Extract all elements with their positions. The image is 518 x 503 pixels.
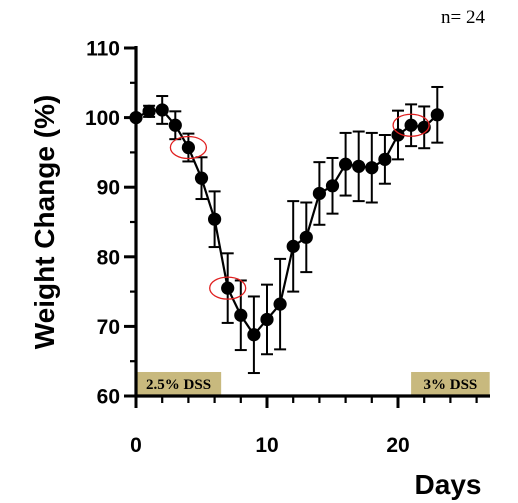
plot-area: 2.5% DSS 3% DSS: [129, 85, 490, 396]
series-line: [135, 108, 439, 337]
highlight-circle: [392, 113, 430, 137]
highlight-circle: [209, 276, 247, 300]
data-point-day-20: [391, 128, 405, 142]
y-tick-label-90: 90: [97, 177, 120, 200]
data-point-day-8: [234, 308, 248, 322]
dss-label-1: 3% DSS: [424, 377, 478, 393]
data-point-day-16: [339, 157, 353, 171]
data-point-day-6: [208, 212, 222, 226]
data-point-day-19: [378, 152, 392, 166]
axes: 60 70 80 90 100 110 0 10 20: [85, 38, 490, 457]
data-point-day-18: [365, 161, 379, 175]
dss-box-0: [136, 372, 222, 396]
data-point-day-4: [181, 140, 195, 155]
data-point-day-10: [260, 312, 274, 327]
y-tick-label-60: 60: [97, 386, 120, 409]
highlight-circle: [169, 135, 208, 160]
x-tick-label-10: 10: [255, 434, 278, 457]
data-point-day-11: [273, 297, 287, 311]
y-tick-label-80: 80: [97, 246, 120, 269]
data-point-day-2: [155, 103, 169, 117]
y-tick-label-110: 110: [86, 38, 120, 61]
y-axis-title: Weight Change (%): [29, 95, 60, 350]
y-tick-label-70: 70: [97, 316, 120, 339]
x-axis-title: Days: [415, 469, 482, 500]
data-point-day-3: [168, 118, 182, 132]
data-point-day-15: [325, 179, 340, 193]
data-point-day-23: [430, 108, 444, 122]
data-point-day-5: [194, 171, 209, 185]
data-point-day-17: [352, 159, 366, 173]
data-point-day-7: [221, 281, 235, 295]
sample-size-note: n= 24: [441, 7, 485, 28]
data-point-day-14: [312, 186, 326, 201]
data-point-day-21: [404, 118, 418, 132]
data-point-day-12: [286, 239, 300, 253]
x-tick-label-0: 0: [130, 434, 142, 457]
y-tick-label-100: 100: [85, 107, 120, 130]
dss-label-0: 2.5% DSS: [146, 377, 211, 393]
data-point-day-1: [142, 104, 156, 118]
dss-box-1: [411, 372, 490, 396]
data-point-day-9: [247, 328, 261, 342]
x-tick-label-20: 20: [386, 434, 409, 457]
data-point-day-13: [299, 230, 313, 244]
